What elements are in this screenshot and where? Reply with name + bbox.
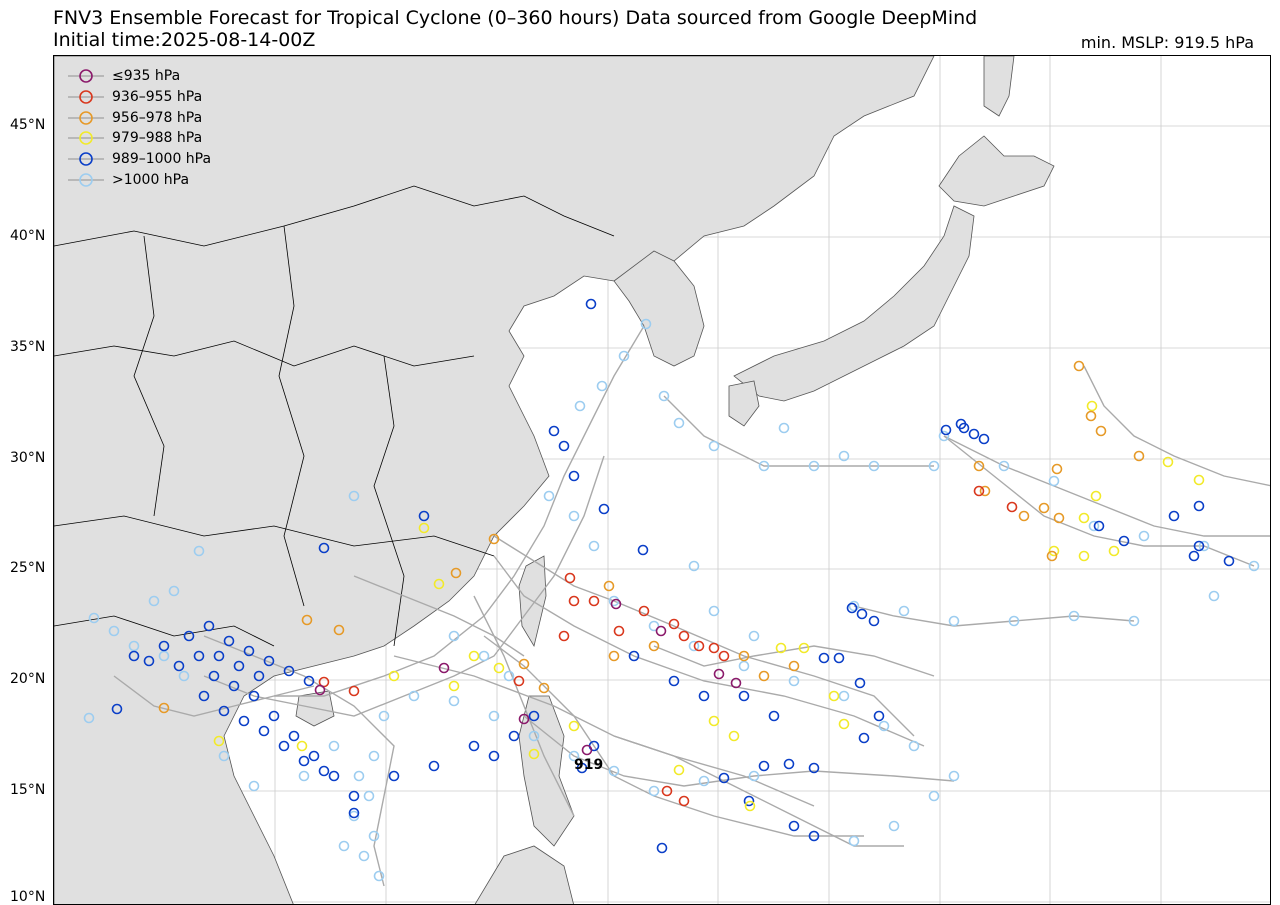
min-mslp-readout: min. MSLP: 919.5 hPa — [1080, 33, 1254, 52]
legend-item-979-988: 979–988 hPa — [66, 128, 211, 149]
legend-item-936-955: 936–955 hPa — [66, 87, 211, 108]
lat-label-10n: 10°N — [10, 889, 46, 905]
legend-label: >1000 hPa — [112, 171, 190, 188]
initial-time: Initial time:2025-08-14-00Z — [53, 29, 316, 51]
luzon — [518, 695, 575, 847]
korean-peninsula — [613, 250, 705, 367]
lat-label-45n: 45°N — [10, 117, 46, 133]
legend-marker-icon — [68, 152, 104, 166]
lat-label-30n: 30°N — [10, 450, 46, 466]
marker-group-956-978 — [158, 360, 1145, 714]
sakhalin — [983, 56, 1015, 117]
map-panel[interactable]: 919 45°N — [53, 55, 1271, 905]
philippines-south — [474, 845, 574, 904]
legend-marker-icon — [68, 69, 104, 84]
japan-kyushu — [728, 380, 760, 427]
land-masses — [54, 56, 1055, 904]
legend-item-over-1000: >1000 hPa — [66, 169, 211, 190]
lat-label-40n: 40°N — [10, 228, 46, 244]
asian-mainland — [54, 56, 935, 904]
lat-label-15n: 15°N — [10, 782, 46, 798]
legend-item-le935: ≤935 hPa — [66, 66, 211, 87]
lat-label-35n: 35°N — [10, 339, 46, 355]
legend-item-956-978: 956–978 hPa — [66, 107, 211, 128]
marker-group-989-1000 — [111, 298, 1235, 854]
legend-marker-icon — [68, 131, 104, 146]
min-pressure-marker-label: 919 — [574, 757, 603, 773]
lat-label-25n: 25°N — [10, 560, 46, 576]
legend-label: 979–988 hPa — [112, 130, 203, 147]
legend-label: 956–978 hPa — [112, 109, 203, 126]
lat-label-20n: 20°N — [10, 671, 46, 687]
track-markers — [83, 298, 1260, 882]
legend-marker-icon — [68, 172, 104, 187]
pressure-legend: ≤935 hPa 936–955 hPa 956–978 hPa 979–988… — [66, 66, 211, 190]
japan-honshu — [733, 205, 975, 402]
legend-label: 989–1000 hPa — [112, 151, 212, 168]
map-canvas: 919 — [54, 56, 1270, 904]
legend-label: ≤935 hPa — [112, 68, 181, 85]
japan-hokkaido — [938, 135, 1055, 207]
legend-marker-icon — [68, 110, 104, 125]
province-borders — [54, 185, 615, 647]
legend-item-989-1000: 989–1000 hPa — [66, 149, 211, 170]
legend-marker-icon — [68, 90, 104, 104]
marker-group-979-988 — [213, 400, 1205, 812]
map-title: FNV3 Ensemble Forecast for Tropical Cycl… — [53, 7, 978, 29]
marker-group-936-955 — [318, 485, 1018, 807]
legend-label: 936–955 hPa — [112, 89, 203, 106]
marker-group-under-935 — [314, 598, 742, 756]
